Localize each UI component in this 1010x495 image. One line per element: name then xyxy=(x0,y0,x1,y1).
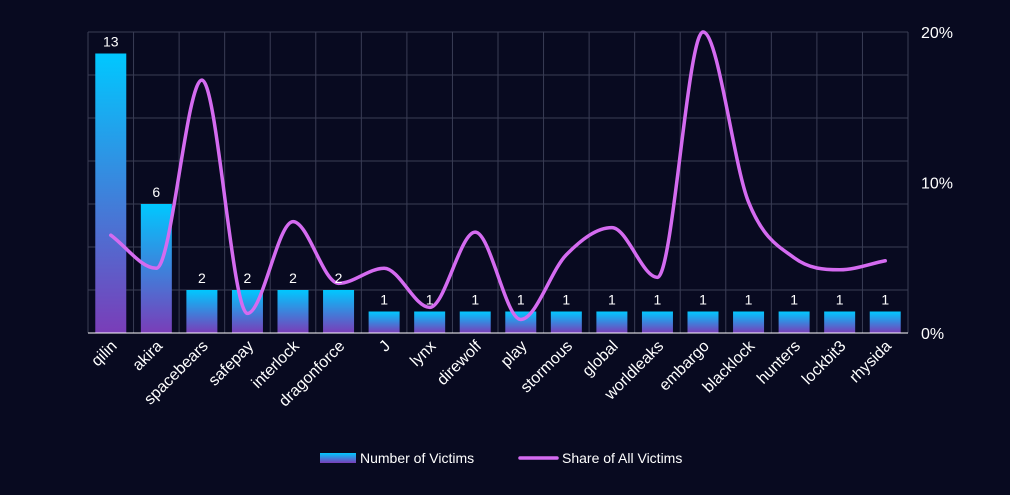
bar-rhysida xyxy=(870,312,901,334)
data-label-spacebears: 2 xyxy=(198,270,206,286)
grid-lines xyxy=(88,32,908,333)
legend-swatch-bar xyxy=(320,453,356,463)
bar-J xyxy=(369,312,400,334)
data-label-interlock: 2 xyxy=(289,270,297,286)
bar-embargo xyxy=(688,312,719,334)
data-label-safepay: 2 xyxy=(244,270,252,286)
data-label-akira: 6 xyxy=(152,184,160,200)
y-right-tick-label: 0% xyxy=(921,326,944,343)
x-tick-label-global: global xyxy=(580,338,622,380)
data-label-global: 1 xyxy=(608,292,616,308)
bar-hunters xyxy=(779,312,810,334)
x-tick-label-hunters: hunters xyxy=(754,338,804,388)
data-label-dragonforce: 2 xyxy=(335,270,343,286)
data-label-blacklock: 1 xyxy=(745,292,753,308)
bar-stormous xyxy=(551,312,582,334)
x-tick-label-lockbit3: lockbit3 xyxy=(799,338,849,388)
bar-global xyxy=(596,312,627,334)
x-tick-label-J: J xyxy=(376,338,394,356)
legend-label-line: Share of All Victims xyxy=(562,450,682,466)
bar-lockbit3 xyxy=(824,312,855,334)
data-label-hunters: 1 xyxy=(790,292,798,308)
x-tick-label-rhysida: rhysida xyxy=(847,338,896,387)
bar-spacebears xyxy=(186,290,217,333)
bar-worldleaks xyxy=(642,312,673,334)
legend-label-bar: Number of Victims xyxy=(360,450,474,466)
x-tick-label-play: play xyxy=(498,338,531,371)
data-label-direwolf: 1 xyxy=(471,292,479,308)
bar-dragonforce xyxy=(323,290,354,333)
data-label-play: 1 xyxy=(517,292,525,308)
data-label-worldleaks: 1 xyxy=(654,292,662,308)
bar-interlock xyxy=(278,290,309,333)
legend-item-bar: Number of Victims xyxy=(320,450,474,466)
data-label-embargo: 1 xyxy=(699,292,707,308)
y-right-tick-label: 10% xyxy=(921,176,953,193)
y-right-tick-label: 20% xyxy=(921,25,953,42)
data-label-J: 1 xyxy=(380,292,388,308)
legend-item-line: Share of All Victims xyxy=(520,450,682,466)
bar-blacklock xyxy=(733,312,764,334)
bar-direwolf xyxy=(460,312,491,334)
data-label-rhysida: 1 xyxy=(881,292,889,308)
data-label-lynx: 1 xyxy=(426,292,434,308)
x-tick-label-lynx: lynx xyxy=(407,338,439,370)
data-label-lockbit3: 1 xyxy=(836,292,844,308)
x-tick-label-direwolf: direwolf xyxy=(434,337,485,388)
x-tick-label-akira: akira xyxy=(130,338,167,375)
bar-qilin xyxy=(95,54,126,334)
data-label-qilin: 13 xyxy=(103,34,119,50)
legend: Number of Victims Share of All Victims xyxy=(320,450,682,466)
data-label-stormous: 1 xyxy=(562,292,570,308)
bar-lynx xyxy=(414,312,445,334)
x-tick-label-qilin: qilin xyxy=(88,338,120,370)
